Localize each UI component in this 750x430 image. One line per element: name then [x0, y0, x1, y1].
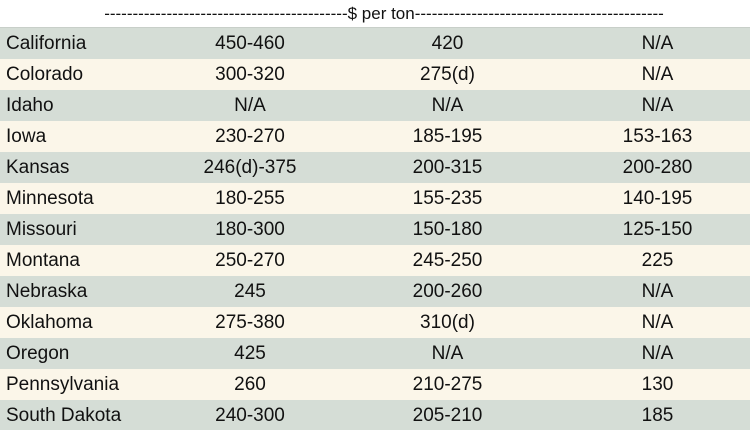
state-name-cell: Pennsylvania	[6, 373, 120, 395]
table-row: Montana 250-270 245-250 225	[0, 245, 750, 276]
price-cell-col3: N/A	[641, 280, 674, 302]
state-name-cell: California	[6, 32, 87, 54]
state-name-cell: Nebraska	[6, 280, 88, 302]
table-row: Kansas 246(d)-375 200-315 200-280	[0, 152, 750, 183]
price-cell-col3: N/A	[641, 63, 674, 85]
price-cell-col1: 180-300	[215, 218, 285, 240]
price-cell-col3: 140-195	[622, 187, 693, 209]
price-cell-col2: N/A	[431, 342, 464, 364]
price-cell-col2: 310(d)	[420, 311, 475, 333]
price-cell-col1: 240-300	[215, 404, 285, 426]
price-cell-col1: 450-460	[215, 32, 285, 54]
price-cell-col1: 180-255	[215, 187, 285, 209]
price-cell-col3: N/A	[641, 94, 674, 116]
table-row: Iowa 230-270 185-195 153-163	[0, 121, 750, 152]
price-cell-col2: 150-180	[412, 218, 483, 240]
state-name-cell: Kansas	[6, 156, 70, 178]
state-name-cell: Montana	[6, 249, 80, 271]
state-name-cell: Iowa	[6, 125, 47, 147]
table-row: Nebraska 245 200-260 N/A	[0, 276, 750, 307]
price-cell-col1: 275-380	[215, 311, 285, 333]
state-name-cell: Minnesota	[6, 187, 94, 209]
table-row: Missouri 180-300 150-180 125-150	[0, 214, 750, 245]
price-cell-col2: 420	[431, 32, 464, 54]
price-cell-col1: 246(d)-375	[203, 156, 297, 178]
price-cell-col2: 155-235	[412, 187, 483, 209]
table-row: South Dakota 240-300 205-210 185	[0, 400, 750, 430]
table-row: Oklahoma 275-380 310(d) N/A	[0, 307, 750, 338]
price-cell-col2: 200-315	[412, 156, 483, 178]
price-cell-col3: 200-280	[622, 156, 693, 178]
price-cell-col3: 153-163	[622, 125, 693, 147]
price-cell-col2: N/A	[431, 94, 464, 116]
table-header: ----------------------------------------…	[0, 0, 750, 28]
price-cell-col2: 205-210	[412, 404, 483, 426]
unit-header-label: ----------------------------------------…	[104, 3, 664, 23]
table-row: Idaho N/A N/A N/A	[0, 90, 750, 121]
state-name-cell: Idaho	[6, 94, 54, 116]
state-name-cell: Oklahoma	[6, 311, 93, 333]
table-row: Colorado 300-320 275(d) N/A	[0, 59, 750, 90]
price-cell-col1: 260	[234, 373, 266, 395]
state-name-cell: Oregon	[6, 342, 70, 364]
price-cell-col1: 250-270	[215, 249, 285, 271]
price-cell-col1: 230-270	[215, 125, 285, 147]
price-cell-col3: N/A	[641, 32, 674, 54]
price-cell-col2: 210-275	[412, 373, 483, 395]
price-cell-col3: 185	[641, 404, 674, 426]
table-row: Minnesota 180-255 155-235 140-195	[0, 183, 750, 214]
price-cell-col3: 130	[641, 373, 674, 395]
state-name-cell: Missouri	[6, 218, 77, 240]
price-cell-col2: 245-250	[412, 249, 483, 271]
table-row: California 450-460 420 N/A	[0, 28, 750, 59]
table-row: Oregon 425 N/A N/A	[0, 338, 750, 369]
price-cell-col1: N/A	[234, 94, 266, 116]
price-cell-col1: 425	[234, 342, 266, 364]
table-body: California 450-460 420 N/A Colorado 300-320 27…	[0, 28, 750, 430]
price-cell-col3: 225	[641, 249, 674, 271]
price-cell-col3: 125-150	[622, 218, 693, 240]
state-name-cell: South Dakota	[6, 404, 122, 426]
table-row: Pennsylvania 260 210-275 130	[0, 369, 750, 400]
state-name-cell: Colorado	[6, 63, 84, 85]
price-cell-col2: 275(d)	[420, 63, 475, 85]
price-cell-col2: 185-195	[412, 125, 483, 147]
price-cell-col1: 300-320	[215, 63, 285, 85]
price-cell-col3: N/A	[641, 342, 674, 364]
price-cell-col3: N/A	[641, 311, 674, 333]
price-cell-col1: 245	[234, 280, 266, 302]
price-cell-col2: 200-260	[412, 280, 483, 302]
